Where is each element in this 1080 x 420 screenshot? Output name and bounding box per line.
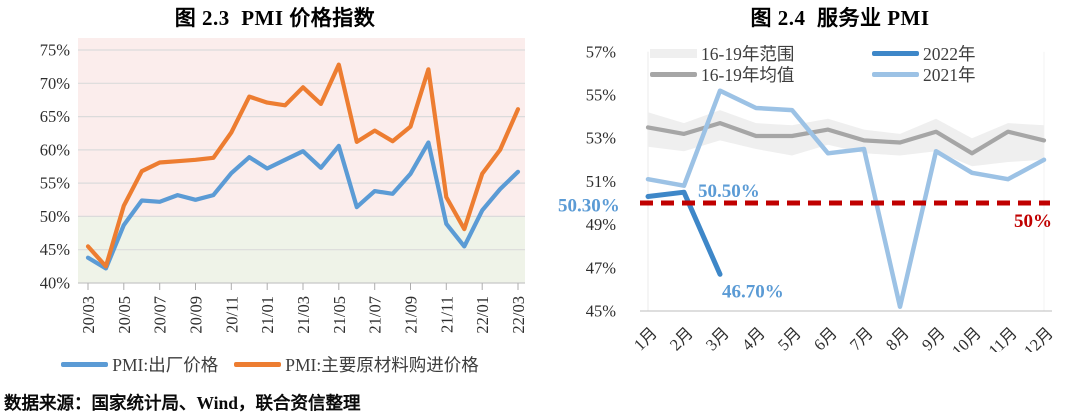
x-tick-label: 21/03 xyxy=(294,296,313,334)
x-tick-label: 3月 xyxy=(702,323,733,352)
x-tick-label: 20/05 xyxy=(115,296,134,334)
x-tick-label: 7月 xyxy=(846,323,877,352)
y-tick-label: 40% xyxy=(40,274,71,293)
x-tick-label: 12月 xyxy=(1020,323,1057,352)
x-tick-label: 10月 xyxy=(948,323,985,352)
line-2021 xyxy=(645,88,1047,309)
line-2021-swatch xyxy=(872,72,919,77)
legend-item-2021: 2021年 xyxy=(872,65,976,85)
mean-16-19-label: 16-19年均值 xyxy=(701,65,795,85)
pmi-price-plot: 40% 45% 50% 55% 60% 65% 70% 75% 20/03 20/05 20/07 2… xyxy=(40,38,528,334)
y-tick-label: 70% xyxy=(40,74,71,93)
services-pmi-chart: 图 2.4 服务业 PMI 45% 47% 49% 51% 53% 55% 57% 1月 2月 3… xyxy=(540,0,1080,392)
legend-item-mean-16-19: 16-19年均值 xyxy=(650,65,795,85)
x-tick-label: 22/03 xyxy=(509,296,528,334)
x-tick-label: 20/07 xyxy=(151,296,170,334)
pmi-price-legend: PMI:出厂价格 PMI:主要原材料购进价格 xyxy=(0,352,540,377)
legend-item-range-16-19: 16-19年范围 xyxy=(650,44,795,64)
source-note: 数据来源：国家统计局、Wind，联合资信整理 xyxy=(4,393,361,413)
data-label-50.50%: 50.50% xyxy=(698,181,760,202)
x-tick-label: 2月 xyxy=(666,323,697,352)
y-tick-label: 55% xyxy=(40,174,71,193)
services-pmi-chart-title: 图 2.4 服务业 PMI xyxy=(750,6,930,30)
pmi-price-chart-title: 图 2.3 PMI 价格指数 xyxy=(174,6,376,30)
x-tick-label: 20/03 xyxy=(79,296,98,334)
x-tick-label: 21/01 xyxy=(258,296,277,334)
x-tick-label: 21/11 xyxy=(437,296,456,333)
x-tick-label: 6月 xyxy=(810,323,841,352)
services-pmi-legend-col-1: 16-19年范围 16-19年均值 xyxy=(650,44,795,85)
line-2022-swatch xyxy=(872,51,919,56)
pmi-price-chart: 图 2.3 PMI 价格指数 40% 45% 50% 55% 60% 65% 70% 75% 2… xyxy=(0,0,540,392)
year-2022-label: 2022年 xyxy=(923,44,976,64)
x-tick-label: 4月 xyxy=(738,323,769,352)
x-tick-label: 21/05 xyxy=(330,296,349,334)
legend-item-2022: 2022年 xyxy=(872,44,976,64)
y-tick-label: 49% xyxy=(586,215,617,234)
y-tick-label: 55% xyxy=(586,86,617,105)
legend-item-input-price: PMI:主要原材料购进价格 xyxy=(234,352,479,377)
reference-line-label: 50% xyxy=(1014,211,1052,232)
range-16-19-band xyxy=(648,110,1044,167)
x-tick-label: 21/09 xyxy=(402,296,421,334)
line-2022 xyxy=(645,189,723,277)
input-price-label: PMI:主要原材料购进价格 xyxy=(285,355,479,375)
factory-price-line-swatch xyxy=(61,362,109,367)
data-label-50.30%: 50.30% xyxy=(558,196,620,217)
x-tick-label: 8月 xyxy=(882,323,913,352)
y-tick-label: 65% xyxy=(40,107,71,126)
x-tick-label: 20/09 xyxy=(187,296,206,334)
legend-item-factory-price: PMI:出厂价格 xyxy=(61,352,218,377)
x-tick-label: 11月 xyxy=(984,323,1020,352)
y-tick-label: 50% xyxy=(40,207,71,226)
services-pmi-plot: 45%47%49%51%53%55%57%1月 2月 3月 4月 5月 6月 7月 8月 9月 1… xyxy=(558,42,1057,352)
range-16-19-label: 16-19年范围 xyxy=(701,44,795,64)
y-tick-label: 53% xyxy=(586,129,617,148)
mean-line-swatch xyxy=(650,72,697,77)
y-tick-label: 45% xyxy=(586,302,617,321)
x-tick-label: 20/11 xyxy=(222,296,241,333)
data-label-46.70%: 46.70% xyxy=(722,281,784,302)
mean-16-19-line xyxy=(645,120,1047,156)
y-tick-label: 75% xyxy=(40,41,71,60)
x-tick-label: 9月 xyxy=(918,323,949,352)
services-pmi-legend-col-2: 2022年 2021年 xyxy=(872,44,976,85)
y-tick-label: 51% xyxy=(586,172,617,191)
y-tick-label: 45% xyxy=(40,240,71,259)
factory-price-label: PMI:出厂价格 xyxy=(112,355,219,375)
y-tick-label: 47% xyxy=(586,258,617,277)
factory-price-line xyxy=(85,140,521,271)
input-price-line-swatch xyxy=(234,362,282,367)
y-tick-label: 57% xyxy=(586,42,617,61)
x-tick-label: 5月 xyxy=(774,323,805,352)
year-2021-label: 2021年 xyxy=(923,65,976,85)
range-band-swatch xyxy=(650,49,697,58)
x-tick-label: 1月 xyxy=(630,323,661,352)
y-tick-label: 60% xyxy=(40,140,71,159)
x-tick-label: 21/07 xyxy=(366,296,385,334)
x-tick-label: 22/01 xyxy=(473,296,492,334)
expansion-zone-bg xyxy=(78,38,525,217)
input-price-line xyxy=(85,62,521,269)
